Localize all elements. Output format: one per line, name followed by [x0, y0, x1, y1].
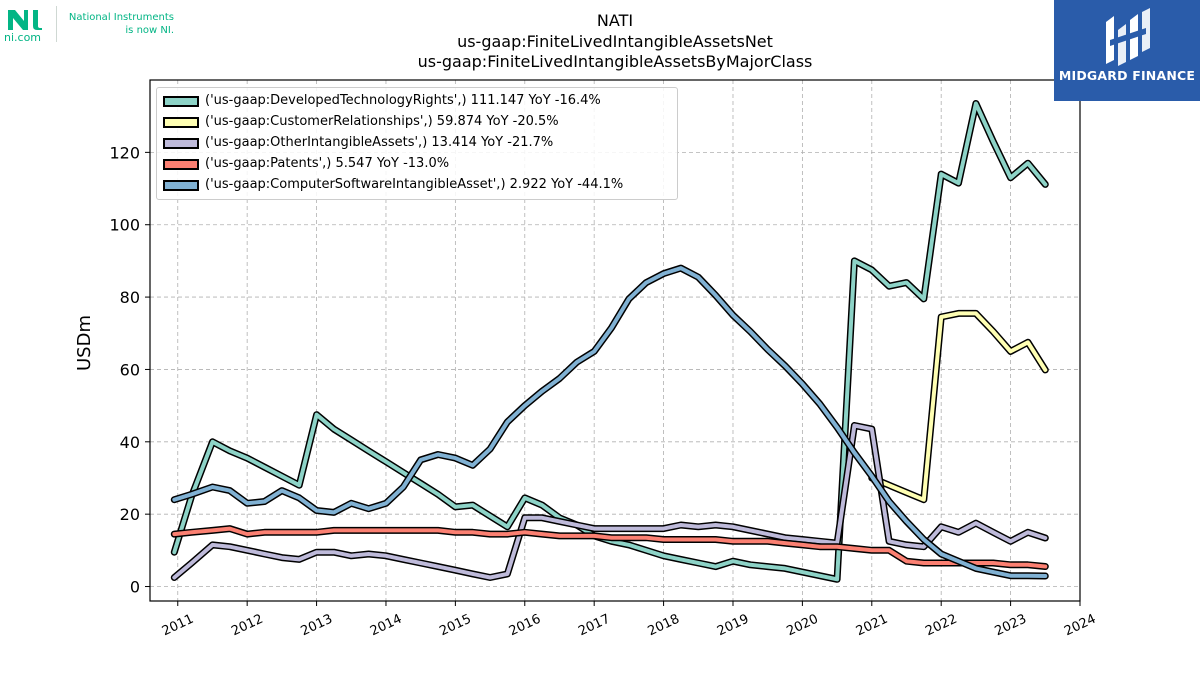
- series-line: [172, 266, 1048, 578]
- y-tick-label: 0: [130, 578, 140, 597]
- brand-emblem-icon: [1106, 8, 1150, 66]
- legend-label: ('us-gaap:Patents',) 5.547 YoY -13.0%: [205, 156, 450, 171]
- y-axis: 0 20 40 60 80 100 120: [109, 143, 150, 597]
- x-tick-label: 2020: [784, 612, 820, 640]
- x-axis: 2011 2012 2013 2014 2015 2016 2017 2018 2019 2020…: [160, 601, 1098, 640]
- ni-logo-mark: [8, 10, 42, 30]
- y-axis-label: USDm: [74, 315, 95, 371]
- x-tick-label: 2019: [715, 612, 751, 640]
- y-tick-label: 60: [120, 360, 140, 379]
- brand-logo-box: MIDGARD FINANCE: [1054, 0, 1200, 101]
- legend: ('us-gaap:DevelopedTechnologyRights',) 1…: [156, 87, 678, 200]
- brand-name: MIDGARD FINANCE: [1058, 68, 1196, 83]
- x-tick-label: 2012: [229, 612, 265, 640]
- legend-label: ('us-gaap:CustomerRelationships',) 59.87…: [205, 114, 559, 129]
- y-tick-label: 20: [120, 505, 140, 524]
- ni-tagline-line-1: National Instruments: [68, 12, 174, 23]
- logo-divider: [56, 6, 57, 42]
- y-tick-label: 80: [120, 288, 140, 307]
- x-tick-label: 2015: [437, 612, 473, 640]
- legend-swatch: [163, 117, 199, 128]
- legend-swatch: [163, 138, 199, 149]
- legend-label: ('us-gaap:OtherIntangibleAssets',) 13.41…: [205, 135, 554, 150]
- legend-swatch: [163, 159, 199, 170]
- x-tick-label: 2017: [576, 612, 612, 640]
- x-tick-label: 2024: [1062, 612, 1098, 640]
- chart-title-line-2: us-gaap:FiniteLivedIntangibleAssetsNet: [457, 32, 773, 51]
- chart-title-line-3: us-gaap:FiniteLivedIntangibleAssetsByMaj…: [417, 52, 813, 71]
- plot-frame: [149, 79, 1081, 602]
- series-line: [172, 101, 1048, 582]
- chart-title-line-1: NATI: [596, 11, 634, 30]
- legend-swatch: [163, 96, 199, 107]
- series-line: [172, 526, 1048, 569]
- x-tick-label: 2023: [993, 612, 1029, 640]
- ni-tagline-line-2: is now NI.: [125, 25, 174, 36]
- ni-logo: [8, 10, 42, 30]
- legend-swatch: [163, 180, 199, 191]
- series-layer: [170, 100, 1049, 583]
- ni-tagline: National Instruments is now NI.: [66, 11, 174, 37]
- series-line-outline: [868, 309, 1049, 504]
- series-line: [869, 311, 1048, 502]
- y-tick-label: 120: [109, 143, 140, 162]
- x-tick-label: 2013: [299, 612, 335, 640]
- x-tick-label: 2021: [854, 612, 890, 640]
- series-line: [172, 423, 1048, 580]
- y-tick-label: 40: [120, 433, 140, 452]
- x-tick-label: 2022: [923, 612, 959, 640]
- x-tick-label: 2018: [646, 612, 682, 640]
- x-tick-label: 2016: [507, 612, 543, 640]
- x-tick-label: 2011: [160, 612, 196, 640]
- ni-domain-text: ni.com: [4, 31, 42, 44]
- x-tick-label: 2014: [368, 612, 404, 640]
- legend-label: ('us-gaap:ComputerSoftwareIntangibleAsse…: [205, 177, 624, 192]
- legend-label: ('us-gaap:DevelopedTechnologyRights',) 1…: [205, 93, 601, 108]
- y-tick-label: 100: [109, 216, 140, 235]
